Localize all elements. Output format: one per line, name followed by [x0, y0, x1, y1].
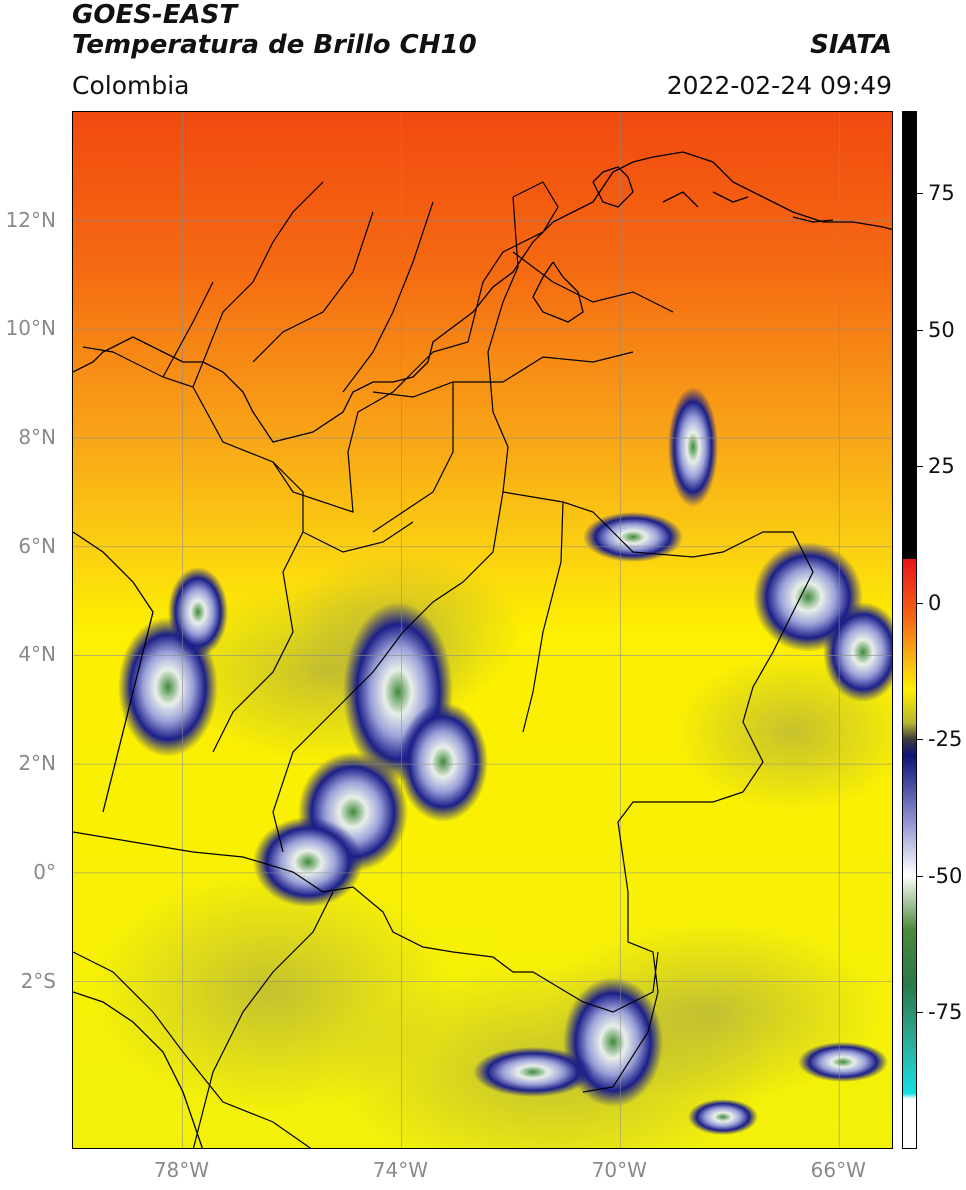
- colorbar-tick-label: 50: [928, 317, 955, 342]
- satellite-map: [73, 112, 892, 1148]
- colorbar-tick-mark: [917, 1012, 923, 1014]
- cloud-cluster: [168, 567, 228, 657]
- colorbar-tick-label: -75: [928, 1000, 963, 1025]
- cloud-cluster: [398, 702, 488, 822]
- borders: [73, 181, 814, 1148]
- map-panel: [72, 111, 893, 1149]
- cloud-cluster: [253, 817, 363, 907]
- latitude-label: 8°N: [18, 425, 56, 450]
- colorbar-tick-mark: [917, 466, 923, 468]
- cloud-cluster: [583, 512, 683, 562]
- cloud-cluster: [688, 1099, 758, 1135]
- title-satellite: GOES-EAST: [72, 0, 238, 30]
- colorbar-tick-label: 75: [928, 180, 955, 205]
- colorbar-tick-mark: [917, 739, 923, 741]
- latitude-label: 10°N: [5, 316, 56, 341]
- longitude-label: 78°W: [153, 1158, 210, 1182]
- colorbar-tick-mark: [917, 875, 923, 877]
- latitude-label: 4°N: [18, 642, 56, 667]
- latitude-label: 0°: [33, 859, 56, 884]
- colorbar-tick-label: 0: [928, 590, 942, 615]
- latitude-label: 6°N: [18, 533, 56, 558]
- cloud-cluster: [668, 387, 718, 507]
- colorbar-tick-mark: [917, 602, 923, 604]
- region-label: Colombia: [72, 71, 190, 100]
- latitude-label: 12°N: [5, 207, 56, 232]
- graticule: [73, 112, 892, 1148]
- datetime-label: 2022-02-24 09:49: [666, 71, 892, 100]
- coastline: [73, 151, 892, 1148]
- cloud-cluster: [798, 1042, 888, 1082]
- latitude-label: 2°S: [20, 968, 56, 993]
- cloud-cluster: [823, 602, 892, 702]
- latitude-label: 2°N: [18, 751, 56, 776]
- longitude-label: 70°W: [591, 1158, 647, 1182]
- colorbar-tick-label: 25: [928, 454, 955, 479]
- longitude-label: 66°W: [810, 1158, 866, 1182]
- colorbar-tick-mark: [917, 192, 923, 194]
- longitude-label: 74°W: [372, 1158, 429, 1182]
- title-product: Temperatura de Brillo CH10: [72, 30, 477, 60]
- moisture-patch: [673, 652, 892, 812]
- colorbar: [902, 111, 917, 1149]
- agency-label: SIATA: [810, 30, 892, 60]
- colorbar-tick-label: -25: [928, 727, 963, 752]
- colorbar-tick-mark: [917, 329, 923, 331]
- colorbar-tick-label: -50: [928, 863, 963, 888]
- cloud-cluster: [473, 1047, 593, 1097]
